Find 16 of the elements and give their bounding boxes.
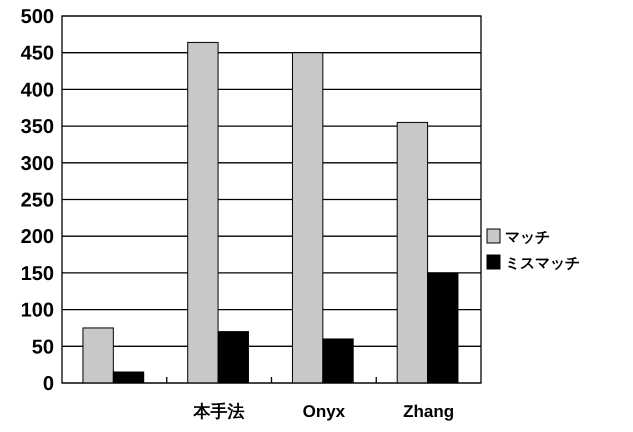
y-tick-label: 350 [20,116,54,138]
y-tick-label: 100 [20,300,54,322]
y-tick-label: 300 [20,152,54,175]
y-tick-label: 450 [20,42,54,65]
x-tick-label: Zhang [403,402,454,421]
legend-label: マッチ [505,229,550,246]
y-tick-label: 400 [20,79,54,102]
y-tick-label: 250 [20,190,54,212]
y-tick-label: 500 [20,6,54,28]
y-tick-label: 0 [42,373,54,395]
y-tick-label: 150 [20,262,54,285]
y-tick-label: 50 [32,336,54,358]
legend-label: ミスマッチ [505,255,580,272]
y-tick-label: 200 [20,226,54,248]
x-tick-label: 本手法 [192,402,245,421]
x-tick-label: Onyx [302,402,346,421]
